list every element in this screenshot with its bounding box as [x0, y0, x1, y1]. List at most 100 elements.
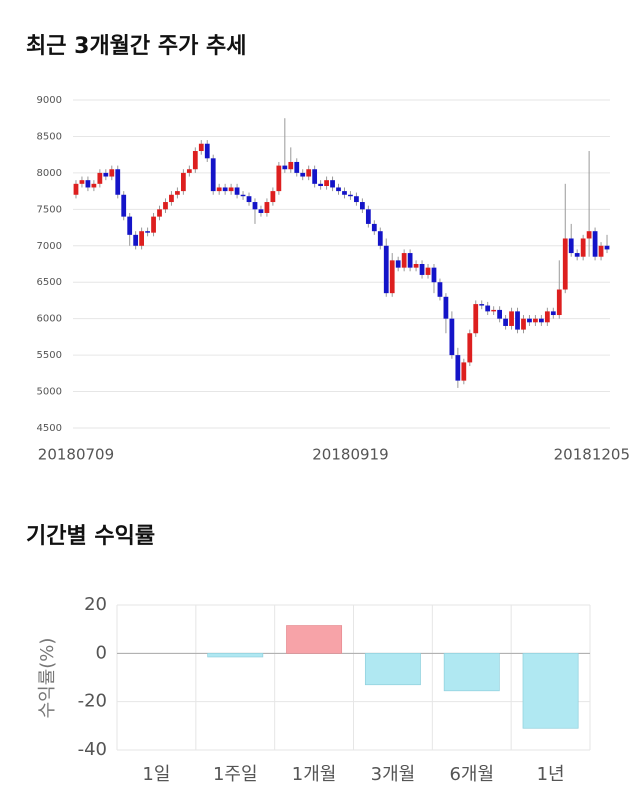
candle-body	[538, 318, 544, 323]
candle-body	[527, 318, 532, 323]
candle-body	[413, 264, 419, 268]
candle-body	[103, 172, 109, 177]
x-tick-label: 1개월	[292, 764, 337, 785]
candle-body	[270, 191, 276, 203]
y-tick-label: 0	[96, 642, 107, 663]
y-tick-label: 5000	[37, 387, 62, 398]
candle-body	[580, 238, 586, 257]
candle-body	[568, 238, 574, 254]
candle-body	[97, 172, 103, 184]
candle-body	[151, 216, 156, 233]
candle-body	[157, 209, 162, 217]
candle-body	[497, 309, 503, 319]
x-tick-label: 1년	[537, 764, 565, 785]
candle-body	[365, 209, 371, 224]
candle-body	[437, 282, 443, 297]
candle-body	[204, 143, 210, 159]
candle-body	[371, 223, 377, 232]
candle-body	[73, 183, 79, 195]
candle-body	[198, 143, 204, 152]
candle-body	[431, 267, 437, 283]
candle-body	[449, 318, 455, 356]
x-tick-label: 20180919	[312, 446, 388, 464]
candle-body	[330, 180, 335, 188]
candle-body	[222, 187, 228, 192]
candle-body	[133, 234, 139, 246]
candle-body	[348, 194, 353, 197]
candle-body	[562, 238, 568, 290]
candle-body	[288, 161, 294, 170]
candle-body	[359, 202, 365, 210]
candle-body	[425, 267, 431, 275]
candle-body	[240, 194, 246, 197]
candle-body	[503, 318, 508, 326]
y-tick-label: 5500	[37, 350, 62, 361]
candle-body	[276, 165, 282, 192]
candle-body	[258, 209, 264, 213]
candle-body	[228, 187, 234, 192]
candle-body	[556, 289, 562, 316]
candle-body	[318, 183, 324, 187]
y-tick-label: 8500	[37, 131, 62, 142]
x-tick-label: 1일	[142, 764, 170, 785]
candle-body	[306, 169, 312, 177]
candle-body	[461, 362, 467, 381]
candle-body	[395, 260, 401, 268]
candle-body	[586, 231, 592, 239]
bar	[286, 625, 343, 654]
candle-body	[91, 183, 97, 188]
candle-body	[180, 172, 186, 192]
chart-title: 기간별 수익률	[26, 524, 155, 549]
candle-body	[604, 245, 610, 250]
candle-body	[467, 333, 473, 363]
y-tick-label: 4500	[37, 423, 62, 434]
candle-body	[294, 161, 300, 173]
candle-body	[479, 304, 485, 306]
x-tick-label: 1주일	[213, 764, 258, 785]
candle-body	[121, 194, 127, 217]
candle-body	[115, 169, 121, 195]
candle-body	[282, 165, 288, 170]
candle-body	[419, 264, 425, 275]
candle-body	[389, 260, 395, 294]
candle-body	[377, 231, 383, 246]
candle-body	[312, 169, 318, 184]
candle-body	[473, 304, 479, 334]
bar	[522, 652, 579, 729]
bar	[207, 652, 264, 658]
candle-body	[264, 202, 270, 213]
candle-body	[246, 196, 252, 203]
candle-body	[186, 169, 192, 173]
candle-body	[127, 216, 133, 235]
candle-body	[443, 296, 449, 319]
candle-body	[216, 187, 222, 192]
y-axis-label: 수익률(%)	[37, 638, 58, 719]
candle-body	[169, 194, 174, 203]
candle-body	[336, 187, 341, 192]
candle-body	[509, 311, 514, 326]
candle-body	[300, 172, 306, 177]
candle-body	[401, 253, 407, 268]
candle-body	[455, 355, 461, 381]
candle-body	[79, 180, 85, 184]
y-tick-label: 20	[84, 594, 107, 615]
candle-body	[175, 191, 180, 195]
candle-body	[324, 180, 329, 187]
candle-body	[109, 169, 115, 177]
candle-body	[252, 202, 258, 210]
y-tick-label: -40	[78, 739, 107, 760]
chart-title: 최근 3개월간 주가 추세	[26, 34, 246, 59]
y-tick-label: 7500	[37, 204, 62, 215]
candle-body	[163, 202, 168, 210]
candle-body	[342, 191, 347, 195]
candle-body	[192, 151, 198, 170]
x-tick-label: 6개월	[449, 764, 494, 785]
x-tick-label: 20181205	[554, 446, 630, 464]
candle-body	[544, 311, 550, 323]
candle-body	[598, 245, 604, 257]
y-tick-label: 6500	[37, 277, 62, 288]
candle-body	[521, 318, 526, 330]
y-tick-label: 6000	[37, 314, 62, 325]
y-tick-label: 7000	[37, 241, 62, 252]
